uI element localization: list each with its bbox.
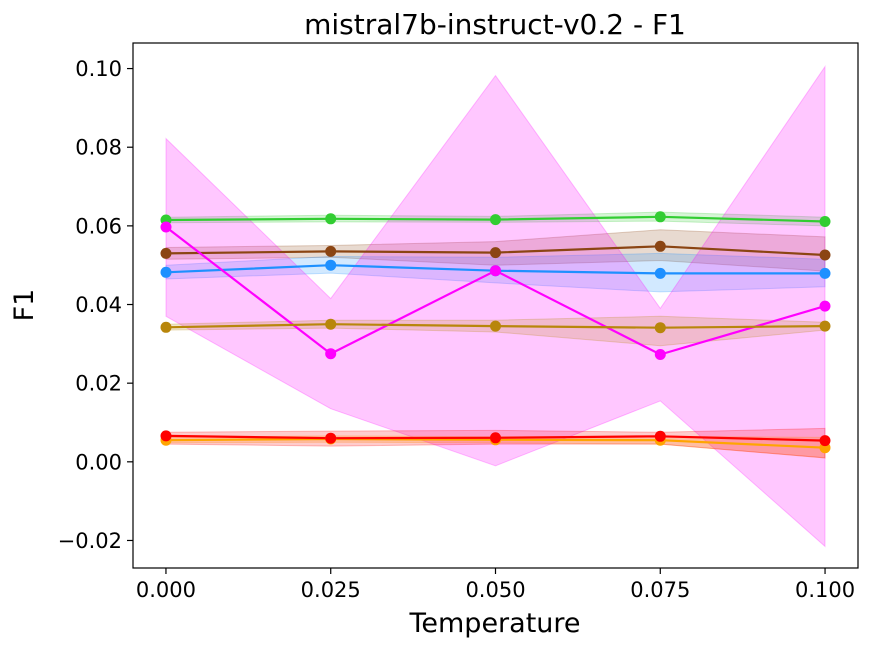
point-blue-3 bbox=[654, 267, 666, 279]
y-tick-label-4: 0.06 bbox=[75, 214, 122, 238]
series-points bbox=[160, 211, 831, 454]
point-brown-3 bbox=[654, 240, 666, 252]
x-tick-label-4: 0.100 bbox=[795, 578, 855, 602]
point-gold-4 bbox=[819, 320, 831, 332]
y-tick-label-3: 0.04 bbox=[75, 293, 122, 317]
y-tick-label-1: 0.00 bbox=[75, 450, 122, 474]
point-red-0 bbox=[160, 430, 172, 442]
point-brown-4 bbox=[819, 249, 831, 261]
y-axis-label: F1 bbox=[9, 289, 40, 322]
y-axis-ticks: −0.02 0.00 0.02 0.04 0.06 0.08 0.10 bbox=[58, 57, 133, 553]
y-tick-label-6: 0.10 bbox=[75, 57, 122, 81]
point-magenta-4 bbox=[819, 300, 831, 312]
point-blue-1 bbox=[325, 259, 337, 271]
x-tick-label-3: 0.075 bbox=[630, 578, 690, 602]
x-tick-label-1: 0.025 bbox=[301, 578, 361, 602]
point-red-1 bbox=[325, 432, 337, 444]
x-axis-label: Temperature bbox=[408, 608, 580, 639]
point-green-2 bbox=[490, 214, 501, 226]
point-magenta-2 bbox=[490, 265, 501, 277]
chart-title: mistral7b-instruct-v0.2 - F1 bbox=[304, 8, 686, 41]
confidence-bands bbox=[165, 64, 826, 548]
point-gold-3 bbox=[654, 322, 666, 334]
x-tick-label-0: 0.000 bbox=[136, 578, 196, 602]
point-green-4 bbox=[819, 216, 831, 227]
point-green-1 bbox=[325, 213, 337, 225]
x-tick-label-2: 0.050 bbox=[465, 578, 525, 602]
y-tick-label-2: 0.02 bbox=[75, 372, 122, 396]
point-gold-0 bbox=[160, 321, 172, 333]
point-red-3 bbox=[654, 430, 666, 442]
point-brown-1 bbox=[325, 245, 337, 257]
point-red-2 bbox=[490, 432, 501, 444]
point-brown-2 bbox=[490, 247, 501, 259]
point-blue-0 bbox=[160, 266, 172, 278]
point-magenta-3 bbox=[654, 349, 666, 360]
y-tick-label-0: −0.02 bbox=[58, 529, 122, 553]
point-magenta-0 bbox=[160, 221, 172, 233]
y-tick-label-5: 0.08 bbox=[75, 136, 122, 160]
point-gold-2 bbox=[490, 320, 501, 332]
point-brown-0 bbox=[160, 247, 172, 259]
point-red-4 bbox=[819, 435, 831, 447]
point-magenta-1 bbox=[325, 348, 337, 360]
x-axis-ticks: 0.000 0.025 0.050 0.075 0.100 bbox=[136, 568, 855, 602]
point-gold-1 bbox=[325, 318, 337, 330]
point-blue-4 bbox=[819, 267, 831, 279]
band-magenta bbox=[165, 64, 826, 548]
point-green-3 bbox=[654, 211, 666, 223]
